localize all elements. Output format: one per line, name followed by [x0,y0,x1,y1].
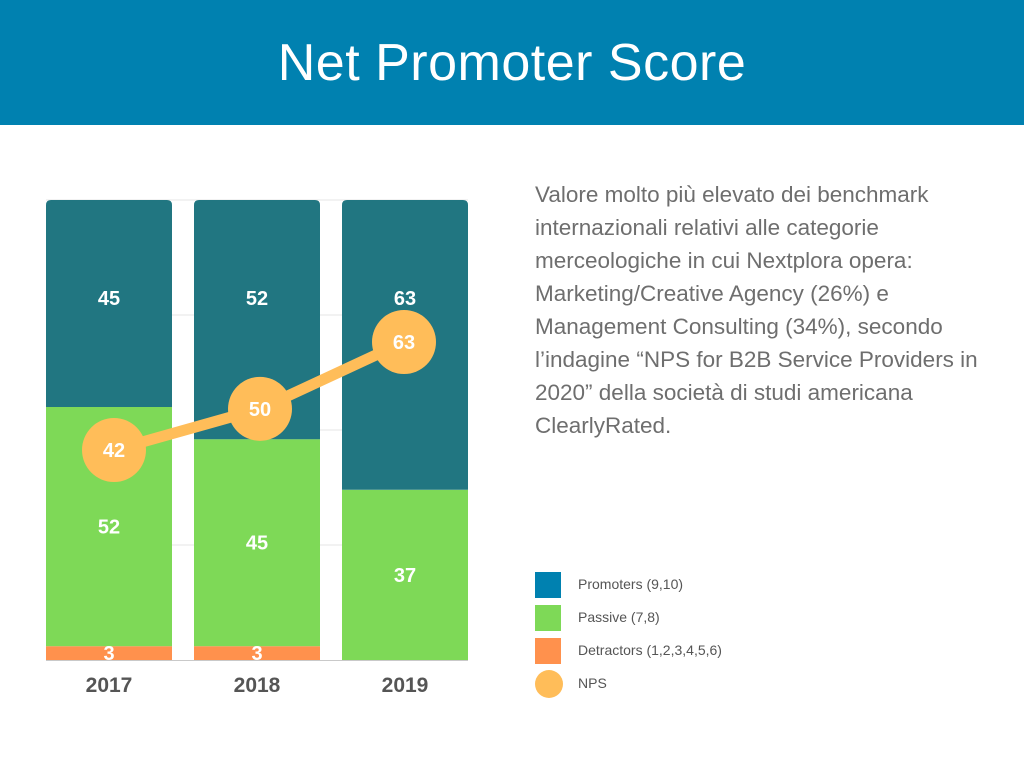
legend-label-detractors: Detractors (1,2,3,4,5,6) [578,642,722,658]
x-tick-label-2017: 2017 [86,674,133,697]
legend-item-detractors: Detractors (1,2,3,4,5,6) [535,636,835,669]
legend-swatch-passive [535,605,561,631]
data-label-passive-2018: 45 [246,533,268,555]
data-label-passive-2017: 52 [98,517,120,539]
legend-item-promoters: Promoters (9,10) [535,570,835,603]
chart-legend: Promoters (9,10) Passive (7,8) Detractor… [535,570,835,702]
legend-label-passive: Passive (7,8) [578,609,660,625]
nps-point-2017 [82,418,146,482]
legend-item-passive: Passive (7,8) [535,603,835,636]
nps-label-2019: 63 [393,332,415,354]
page-title: Net Promoter Score [277,33,747,92]
bar-passive-2019 [342,489,468,660]
legend-swatch-promoters [535,572,561,598]
legend-swatch-nps [535,670,563,698]
header-banner: Net Promoter Score [0,0,1024,125]
nps-point-2018 [228,376,292,441]
data-label-promoters-2017: 45 [98,288,120,310]
legend-swatch-detractors [535,638,561,664]
description-text: Valore molto più elevato dei benchmark i… [535,182,978,438]
legend-label-promoters: Promoters (9,10) [578,576,684,592]
data-label-detractors-2018: 3 [251,643,262,665]
nps-label-2018: 50 [249,399,271,421]
x-tick-label-2019: 2019 [382,674,429,697]
x-tick-label-2018: 2018 [234,674,281,697]
legend-item-nps: NPS [535,669,835,702]
bar-passive-2018 [194,439,320,647]
bar-promoters-2017 [46,200,172,407]
bar-promoters-2018 [194,200,320,440]
nps-chart: 42 50 63 3 52 45 3 45 52 37 63 2017 2018 2019 [46,199,468,697]
nps-label-2017: 42 [103,440,125,462]
data-label-passive-2019: 37 [394,565,416,587]
bar-detractors-2018 [194,646,320,660]
bar-detractors-2017 [46,646,172,660]
data-label-detractors-2017: 3 [103,643,114,665]
legend-label-nps: NPS [578,675,607,691]
data-label-promoters-2019: 63 [394,288,416,310]
nps-point-2019 [372,310,436,374]
data-label-promoters-2018: 52 [246,288,268,310]
